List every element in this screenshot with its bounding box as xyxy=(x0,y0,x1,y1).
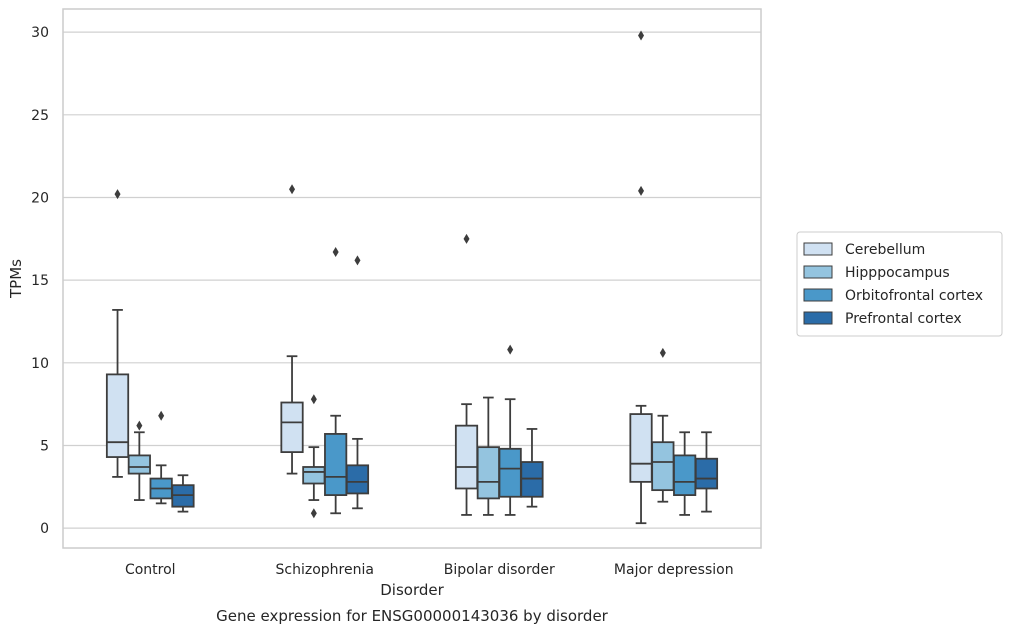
box-iqr xyxy=(651,441,675,492)
series-group xyxy=(127,347,675,519)
outlier-point xyxy=(463,233,470,244)
box-iqr xyxy=(498,447,522,498)
legend-label: Cerebellum xyxy=(845,242,925,258)
box-group xyxy=(280,184,304,475)
box-group xyxy=(694,431,719,513)
box-group xyxy=(302,394,326,519)
y-axis-ticks: 0 5 10 15 20 25 30 xyxy=(31,25,49,537)
box-iqr xyxy=(127,454,151,475)
box-iqr xyxy=(345,464,370,495)
box-group xyxy=(105,189,130,478)
legend-frame xyxy=(796,231,1003,337)
box-group xyxy=(324,247,348,515)
x-tick-label: Control xyxy=(125,562,176,578)
x-tick-label: Schizophrenia xyxy=(276,562,374,578)
box-group xyxy=(498,344,522,516)
box-iqr xyxy=(694,457,719,490)
x-axis-label: Disorder xyxy=(380,581,444,599)
box-group xyxy=(673,431,697,516)
outlier-point xyxy=(310,394,317,405)
legend-label: Prefrontal cortex xyxy=(845,311,962,327)
box-group xyxy=(520,428,544,508)
legend-label: Hipppocampus xyxy=(845,265,950,281)
outlier-point xyxy=(354,255,361,266)
y-tick-label: 25 xyxy=(31,108,49,124)
box-group xyxy=(476,396,500,516)
outlier-point xyxy=(638,185,645,196)
series-group xyxy=(171,255,719,513)
box-iqr xyxy=(476,446,500,500)
y-axis-label: TPMs xyxy=(7,259,25,299)
box-iqr xyxy=(454,424,479,490)
legend-label: Orbitofrontal cortex xyxy=(845,288,983,304)
outlier-point xyxy=(659,347,666,358)
y-tick-label: 20 xyxy=(31,190,49,206)
grid-lines xyxy=(63,31,761,529)
y-tick-label: 10 xyxy=(31,356,49,372)
box-iqr xyxy=(673,454,697,496)
box-iqr xyxy=(105,373,130,458)
box-group xyxy=(127,420,151,501)
outlier-point xyxy=(507,344,514,355)
outlier-point xyxy=(638,30,645,41)
outlier-point xyxy=(289,184,296,195)
legend-swatch xyxy=(803,265,833,279)
box-iqr xyxy=(629,413,653,483)
box-group xyxy=(171,474,195,513)
x-tick-label: Bipolar disorder xyxy=(444,562,555,578)
series-group xyxy=(149,247,697,516)
box-group xyxy=(454,233,479,516)
x-axis-ticks: Control Schizophrenia Bipolar disorder Majo… xyxy=(125,562,734,578)
outlier-point xyxy=(332,247,339,258)
x-tick-label: Major depression xyxy=(614,562,734,578)
box-iqr xyxy=(302,466,326,485)
legend: Cerebellum Hipppocampus Orbitofrontal cort… xyxy=(796,231,1003,337)
legend-swatch xyxy=(803,242,833,256)
outlier-point xyxy=(136,420,143,431)
box-iqr xyxy=(324,433,348,496)
outlier-point xyxy=(310,508,317,519)
y-tick-label: 0 xyxy=(40,521,49,537)
chart-title: Gene expression for ENSG00000143036 by d… xyxy=(216,607,609,625)
legend-swatch xyxy=(803,288,833,302)
outlier-point xyxy=(158,410,165,421)
box-group xyxy=(629,30,653,525)
box-series xyxy=(105,30,719,525)
series-group xyxy=(105,30,653,525)
y-tick-label: 30 xyxy=(31,25,49,41)
box-iqr xyxy=(280,401,304,454)
box-group xyxy=(149,410,173,505)
outlier-point xyxy=(114,189,121,200)
y-tick-label: 15 xyxy=(31,273,49,289)
y-tick-label: 5 xyxy=(40,438,49,454)
box-group xyxy=(345,255,370,510)
box-group xyxy=(651,347,675,503)
legend-swatch xyxy=(803,311,833,325)
plot-frame xyxy=(62,8,762,549)
